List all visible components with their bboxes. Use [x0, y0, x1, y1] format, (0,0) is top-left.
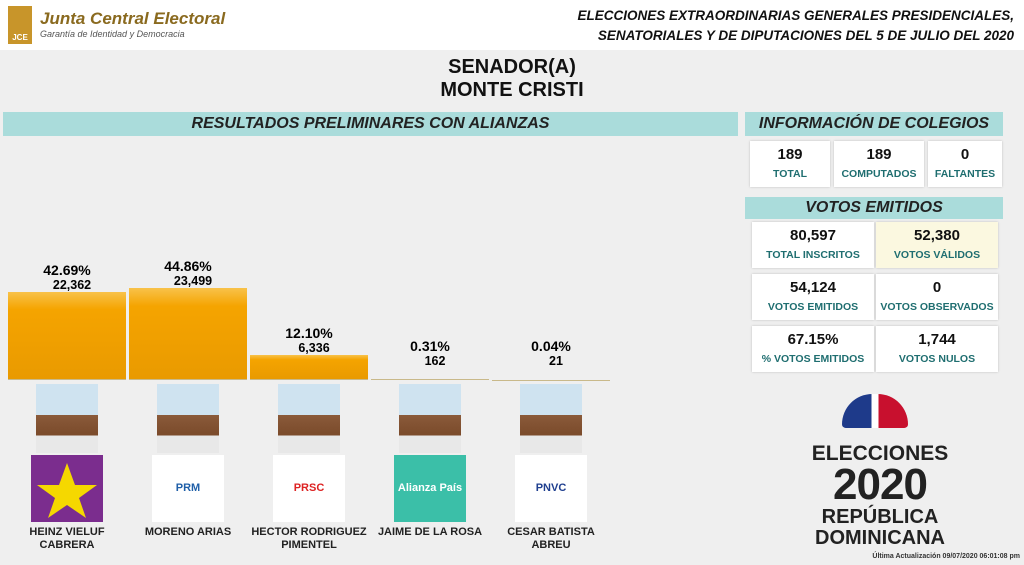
party-logo: PNVC — [515, 455, 587, 522]
info-label: TOTAL — [772, 168, 808, 180]
brand-line: DOMINICANA — [815, 527, 945, 549]
party-logo: Alianza País — [394, 455, 466, 522]
org-name: Junta Central Electoral — [40, 9, 226, 28]
candidate-photo — [36, 384, 98, 453]
info-label: TOTAL INSCRITOS — [766, 249, 860, 261]
info-box: 67.15% % VOTOS EMITIDOS — [752, 326, 874, 372]
percentage-label: 0.04% — [531, 338, 571, 354]
panel-title: INFORMACIÓN DE COLEGIOS — [745, 112, 1003, 136]
brand-line: ELECCIONES — [811, 442, 949, 465]
info-value: 189 — [866, 146, 892, 163]
info-box: 189 TOTAL — [750, 141, 830, 187]
candidate-name: HEINZ VIELUF CABRERA — [29, 526, 105, 551]
percentage-label: 44.86% — [164, 258, 212, 274]
page-title: MONTE CRISTI — [440, 79, 584, 101]
info-box: 0 FALTANTES — [928, 141, 1002, 187]
candidate-photo — [399, 384, 461, 453]
candidate-name: CESAR BATISTA ABREU — [507, 526, 595, 551]
info-label: VOTOS OBSERVADOS — [880, 301, 994, 313]
candidate-name: MORENO ARIAS — [144, 526, 232, 538]
percentage-label: 12.10% — [285, 325, 333, 342]
info-box: 0 VOTOS OBSERVADOS — [876, 274, 998, 320]
bar — [250, 355, 368, 380]
info-box: 1,744 VOTOS NULOS — [876, 326, 998, 372]
org-tagline: Garantía de Identidad y Democracia — [40, 29, 185, 39]
value-label: 22,362 — [52, 278, 92, 293]
info-box: 54,124 VOTOS EMITIDOS — [752, 274, 874, 320]
info-label: VOTOS EMITIDOS — [767, 301, 859, 313]
brand-line: REPÚBLICA — [821, 506, 939, 528]
star — [37, 463, 97, 518]
info-label: VOTOS VÁLIDOS — [893, 249, 981, 261]
info-label: VOTOS NULOS — [898, 353, 976, 365]
info-label: FALTANTES — [934, 168, 996, 180]
candidate-name: JAIME DE LA ROSA — [377, 526, 483, 538]
candidate-photo — [278, 384, 340, 453]
chart-title: RESULTADOS PRELIMINARES CON ALIANZAS — [3, 112, 738, 136]
percentage-label: 0.31% — [410, 338, 450, 354]
info-value: 67.15% — [787, 331, 839, 348]
value-label: 6,336 — [298, 341, 330, 356]
info-value: 80,597 — [790, 227, 836, 244]
info-value: 54,124 — [790, 279, 836, 296]
info-label: COMPUTADOS — [841, 168, 917, 180]
panel-title: VOTOS EMITIDOS — [745, 197, 1003, 219]
value-label: 23,499 — [173, 274, 213, 288]
info-box: 189 COMPUTADOS — [834, 141, 924, 187]
candidate-photo — [157, 384, 219, 453]
last-update: Última Actualización 09/07/2020 06:01:08… — [872, 553, 1020, 560]
info-value: 0 — [932, 279, 942, 296]
flag-emblem — [842, 394, 908, 428]
info-value: 189 — [777, 146, 803, 163]
party-logo: PRSC — [273, 455, 345, 522]
bar — [8, 292, 126, 380]
info-box: 52,380 VOTOS VÁLIDOS — [876, 222, 998, 268]
candidate-photo — [520, 384, 582, 453]
candidate-name: HECTOR RODRIGUEZ PIMENTEL — [251, 526, 367, 551]
bar — [492, 379, 610, 381]
header-bar — [0, 0, 1024, 50]
info-label: % VOTOS EMITIDOS — [761, 353, 865, 365]
brand-year: 2020 — [833, 460, 928, 509]
info-value: 52,380 — [914, 227, 960, 244]
value-label: 21 — [549, 354, 563, 368]
percentage-label: 42.69% — [43, 262, 91, 279]
bar — [371, 379, 489, 381]
info-value: 1,744 — [918, 331, 956, 348]
bar — [129, 288, 247, 380]
party-logo — [31, 455, 103, 522]
party-logo: PRM — [152, 455, 224, 522]
election-name: SENATORIALES Y DE DIPUTACIONES DEL 5 DE … — [597, 28, 1014, 43]
election-name: ELECCIONES EXTRAORDINARIAS GENERALES PRE… — [577, 8, 1014, 23]
value-label: 162 — [424, 354, 446, 368]
jce-logo: JCE — [8, 6, 32, 44]
info-box: 80,597 TOTAL INSCRITOS — [752, 222, 874, 268]
info-value: 0 — [960, 146, 970, 163]
page-title: SENADOR(A) — [448, 56, 576, 78]
